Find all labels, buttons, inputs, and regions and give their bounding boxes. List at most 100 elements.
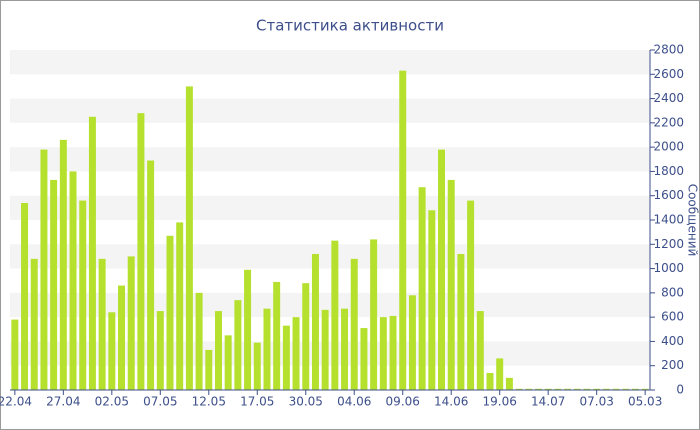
bar — [389, 315, 397, 390]
x-tick-label: 27.04 — [46, 395, 80, 409]
bar — [185, 86, 193, 390]
bar — [496, 358, 504, 390]
bar — [205, 349, 213, 390]
y-tick-label: 2000 — [653, 140, 684, 154]
y-tick-label: 400 — [661, 334, 684, 348]
x-tick-label: 14.07 — [531, 395, 565, 409]
x-tick-label: 22.04 — [0, 395, 32, 409]
bar — [602, 388, 610, 390]
bar — [50, 179, 58, 390]
bar — [127, 256, 135, 390]
x-tick-label: 07.03 — [579, 395, 613, 409]
x-tick-label: 12.05 — [192, 395, 226, 409]
bar — [311, 254, 319, 390]
x-tick-label: 05.03 — [628, 395, 662, 409]
bar — [40, 149, 48, 390]
bar — [612, 388, 620, 390]
y-tick-label: 200 — [661, 358, 684, 372]
bar — [292, 317, 300, 390]
bar — [98, 258, 106, 390]
grid-band — [10, 147, 650, 172]
bar — [408, 295, 416, 390]
bar — [108, 312, 116, 390]
bar — [156, 311, 164, 390]
y-axis-label: Сообщений — [686, 184, 700, 257]
grid-band — [10, 341, 650, 366]
bar — [244, 269, 252, 390]
x-tick-label: 04.06 — [337, 395, 371, 409]
grid-band — [10, 98, 650, 123]
y-tick-label: 2800 — [653, 43, 684, 57]
y-tick-label: 600 — [661, 310, 684, 324]
bar — [224, 335, 232, 390]
y-tick-label: 2600 — [653, 67, 684, 81]
bar — [253, 342, 261, 390]
y-tick-label: 1800 — [653, 164, 684, 178]
grid-band — [10, 195, 650, 220]
bar — [302, 283, 310, 390]
bar — [370, 239, 378, 390]
x-tick-label: 17.05 — [240, 395, 274, 409]
bar — [166, 235, 174, 390]
bar — [137, 113, 145, 391]
bar — [214, 311, 222, 390]
x-tick-label: 19.06 — [483, 395, 517, 409]
bar — [59, 139, 67, 390]
bar — [564, 388, 572, 390]
x-tick-label: 30.05 — [289, 395, 323, 409]
bar — [30, 258, 38, 390]
bar — [379, 317, 387, 390]
bar — [438, 149, 446, 390]
bar — [341, 308, 349, 390]
bar — [554, 388, 562, 390]
bar — [195, 292, 203, 390]
bar — [79, 200, 87, 390]
grid-band — [10, 292, 650, 318]
bar — [457, 254, 465, 390]
bar — [147, 160, 155, 390]
y-tick-label: 800 — [661, 285, 684, 299]
bar — [11, 319, 19, 390]
x-tick-label: 09.06 — [386, 395, 420, 409]
bar — [486, 373, 494, 390]
y-tick-label: 2400 — [653, 91, 684, 105]
bar — [515, 388, 523, 390]
bar — [505, 377, 513, 390]
bar — [418, 187, 426, 390]
y-tick-label: 1000 — [653, 261, 684, 275]
bar — [21, 203, 29, 390]
grid-band — [10, 244, 650, 269]
y-tick-label: 1400 — [653, 213, 684, 227]
bar — [263, 308, 271, 390]
bar — [360, 328, 368, 390]
bar — [234, 300, 242, 390]
bar — [593, 388, 601, 390]
bar — [350, 258, 358, 390]
y-tick-label: 1600 — [653, 188, 684, 202]
y-tick-label: 2200 — [653, 115, 684, 129]
bar — [176, 222, 184, 390]
bar — [583, 388, 591, 390]
bar — [69, 171, 77, 390]
bar — [321, 309, 329, 390]
bar — [544, 388, 552, 390]
bar — [622, 388, 630, 390]
bar — [118, 285, 126, 390]
x-tick-label: 07.05 — [143, 395, 177, 409]
y-tick-label: 0 — [676, 383, 684, 397]
bar — [641, 388, 649, 390]
bar — [428, 210, 436, 390]
bar — [88, 116, 96, 391]
bar — [631, 388, 639, 390]
bar — [331, 240, 339, 390]
bar — [273, 281, 281, 390]
bar — [399, 70, 407, 391]
x-tick-label: 14.06 — [434, 395, 468, 409]
grid-band — [10, 50, 650, 75]
bar — [573, 388, 581, 390]
x-tick-label: 02.05 — [95, 395, 129, 409]
chart-title: Статистика активности — [256, 17, 444, 35]
bar — [476, 311, 484, 390]
bar — [447, 179, 455, 390]
